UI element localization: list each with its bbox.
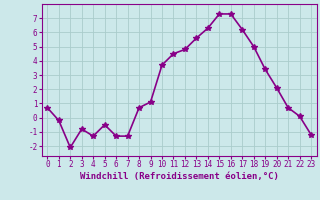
X-axis label: Windchill (Refroidissement éolien,°C): Windchill (Refroidissement éolien,°C) <box>80 172 279 181</box>
